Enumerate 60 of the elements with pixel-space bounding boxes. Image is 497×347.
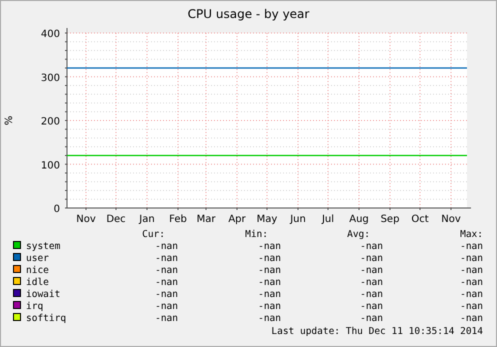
text: -nan <box>360 265 383 276</box>
x-tick-label: Nov <box>76 214 96 225</box>
text: -nan <box>155 313 178 324</box>
y-tick-label: 0 <box>54 204 60 215</box>
text: -nan <box>460 265 483 276</box>
y-tick-label: 400 <box>40 29 60 40</box>
text: -nan <box>258 253 281 264</box>
legend-label: system <box>26 241 61 252</box>
text: Min: <box>245 229 268 240</box>
legend-label: user <box>26 253 50 264</box>
x-tick-label: Mar <box>196 214 216 225</box>
y-axis-title: % <box>4 116 15 126</box>
text: -nan <box>360 289 383 300</box>
x-tick-label: Dec <box>106 214 126 225</box>
text: -nan <box>258 301 281 312</box>
text: -nan <box>460 289 483 300</box>
legend-label: irq <box>26 301 44 312</box>
text: -nan <box>460 277 483 288</box>
x-tick-label: Sep <box>380 214 400 225</box>
x-tick-label: Jun <box>289 214 306 225</box>
text: -nan <box>155 241 178 252</box>
legend-label: idle <box>26 277 50 288</box>
legend-label: softirq <box>26 313 66 324</box>
chart-title: CPU usage - by year <box>188 7 310 21</box>
y-tick-label: 300 <box>40 72 60 84</box>
text: -nan <box>155 289 178 300</box>
text: -nan <box>360 253 383 264</box>
text: -nan <box>460 241 483 252</box>
text: -nan <box>155 277 178 288</box>
text: -nan <box>360 241 383 252</box>
text: -nan <box>360 313 383 324</box>
text: -nan <box>258 265 281 276</box>
text: -nan <box>360 277 383 288</box>
text: Max: <box>460 229 483 240</box>
x-tick-label: Aug <box>349 214 369 225</box>
x-tick-label: Oct <box>411 214 429 225</box>
text: -nan <box>360 301 383 312</box>
x-tick-label: May <box>256 214 278 225</box>
x-tick-label: Apr <box>228 214 247 225</box>
x-tick-label: Feb <box>169 214 187 225</box>
x-tick-label: Jul <box>320 214 334 225</box>
text: Cur: <box>142 229 165 240</box>
legend-label: nice <box>26 265 50 276</box>
text: -nan <box>258 277 281 288</box>
text: -nan <box>258 241 281 252</box>
text: -nan <box>258 289 281 300</box>
text: -nan <box>155 265 178 276</box>
text: Last update: Thu Dec 11 10:35:14 2014 <box>271 326 484 337</box>
y-tick-label: 200 <box>40 116 60 128</box>
x-tick-label: Nov <box>441 214 461 225</box>
text: -nan <box>155 301 178 312</box>
y-tick-label: 100 <box>40 160 60 172</box>
legend-label: iowait <box>26 289 60 300</box>
text: -nan <box>460 313 483 324</box>
x-tick-label: Jan <box>138 214 155 225</box>
text: -nan <box>460 253 483 264</box>
text: -nan <box>258 313 281 324</box>
text: -nan <box>155 253 178 264</box>
text: -nan <box>460 301 483 312</box>
text: Avg: <box>347 229 370 240</box>
